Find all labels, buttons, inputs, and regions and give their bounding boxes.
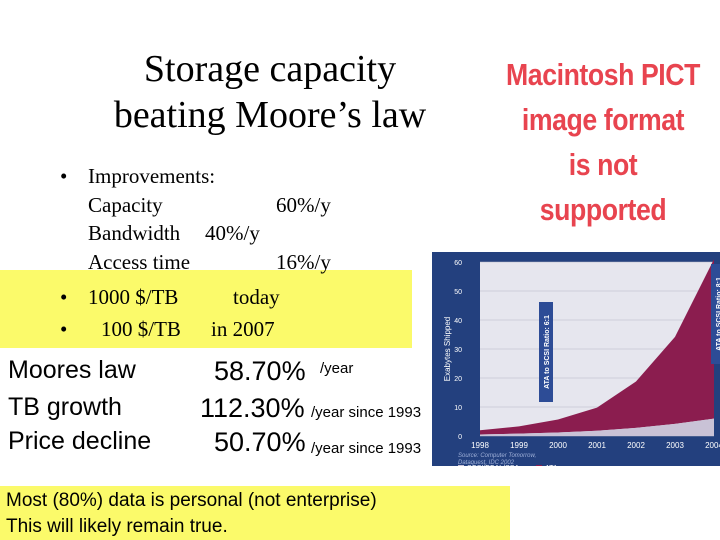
bullet-dot: • xyxy=(60,285,68,309)
bandwidth-label: Bandwidth xyxy=(88,221,181,245)
legend-swatch-scsi xyxy=(458,465,464,470)
access-time-value: 16%/y xyxy=(276,250,331,274)
x-tick-label: 2001 xyxy=(588,441,606,450)
stat-value-tb-growth: 112.30% xyxy=(200,393,305,423)
y-tick-label: 30 xyxy=(454,347,462,354)
note-line-1: Most (80%) data is personal (not enterpr… xyxy=(6,490,377,511)
x-tick-label: 1998 xyxy=(471,441,489,450)
title-line-1: Storage capacity xyxy=(143,48,397,90)
slide-title: Storage capacity beating Moore’s law xyxy=(60,46,480,138)
x-tick-label: 1999 xyxy=(510,441,528,450)
legend-label-scsi: SCSI/FCAL/SSA xyxy=(467,465,519,466)
chart-source-line-2: Dataquest, IDC 2002 xyxy=(458,460,515,466)
pict-line-3: is not supported xyxy=(539,147,667,227)
capacity-label: Capacity xyxy=(88,193,163,217)
series-area-scsi xyxy=(480,418,714,436)
capacity-value: 60%/y xyxy=(276,193,331,217)
price-today: 1000 $/TB xyxy=(88,285,179,309)
y-tick-label: 20 xyxy=(454,376,462,383)
title-line-2: beating Moore’s law xyxy=(113,94,427,136)
pict-line-1: Macintosh PICT xyxy=(506,57,700,92)
x-tick-label: 2002 xyxy=(627,441,645,450)
x-tick-label: 2000 xyxy=(549,441,567,450)
stat-unit-price-decline: /year since 1993 xyxy=(311,440,422,457)
legend-swatch-ata xyxy=(536,465,542,470)
bullet-dot: • xyxy=(60,317,68,341)
stat-unit-tb-growth: /year since 1993 xyxy=(311,404,422,421)
price-2007: 100 $/TB xyxy=(101,317,181,341)
bandwidth-value: 40%/y xyxy=(205,221,260,245)
y-tick-label: 40 xyxy=(454,318,462,325)
y-tick-label: 50 xyxy=(454,289,462,296)
y-tick-label: 0 xyxy=(458,434,462,441)
stat-value-price-decline: 50.70% xyxy=(214,427,306,457)
stat-label-tb-growth: TB growth xyxy=(8,393,122,421)
pict-line-2: image format xyxy=(521,102,685,137)
access-time-label: Access time xyxy=(88,250,191,274)
x-tick-label: 2004 xyxy=(705,441,720,450)
annotation-ratio-8-1: ATA to SCSI Ratio: 8:1 xyxy=(716,277,720,351)
storage-chart-svg: 0 10 20 30 40 50 60 1998 1999 2000 2001 2002 2003 200… xyxy=(443,259,720,472)
stat-unit-moores-law: /year xyxy=(320,360,354,377)
stat-label-moores-law: Moores law xyxy=(8,356,136,384)
note-line-2: This will likely remain true. xyxy=(6,516,228,537)
y-axis-label: Exabytes Shipped xyxy=(443,317,452,382)
highlight-box-note xyxy=(0,486,510,540)
annotation-box xyxy=(539,302,553,402)
y-tick-label: 10 xyxy=(454,405,462,412)
x-tick-label: 2003 xyxy=(666,441,684,450)
stat-value-moores-law: 58.70% xyxy=(214,356,306,386)
bullet-improvements: Improvements: xyxy=(88,164,216,188)
legend-label-ata: ATA xyxy=(545,465,558,466)
bullet-dot: • xyxy=(60,164,68,188)
chart-source-line-1: Source: Computer Tomorrow, xyxy=(458,453,536,459)
storage-chart: 0 10 20 30 40 50 60 1998 1999 2000 2001 2002 2003 200… xyxy=(432,252,720,472)
stat-label-price-decline: Price decline xyxy=(8,427,152,455)
annotation-box xyxy=(711,264,720,364)
annotation-ratio-6-1: ATA to SCSI Ratio: 6:1 xyxy=(544,315,551,389)
price-2007-when: in 2007 xyxy=(211,317,275,341)
pict-unsupported-notice: Macintosh PICT image format is not suppo… xyxy=(502,52,703,232)
price-today-when: today xyxy=(233,285,280,309)
highlight-box xyxy=(0,270,412,348)
y-tick-label: 60 xyxy=(454,260,462,267)
series-area-ata xyxy=(480,259,714,435)
